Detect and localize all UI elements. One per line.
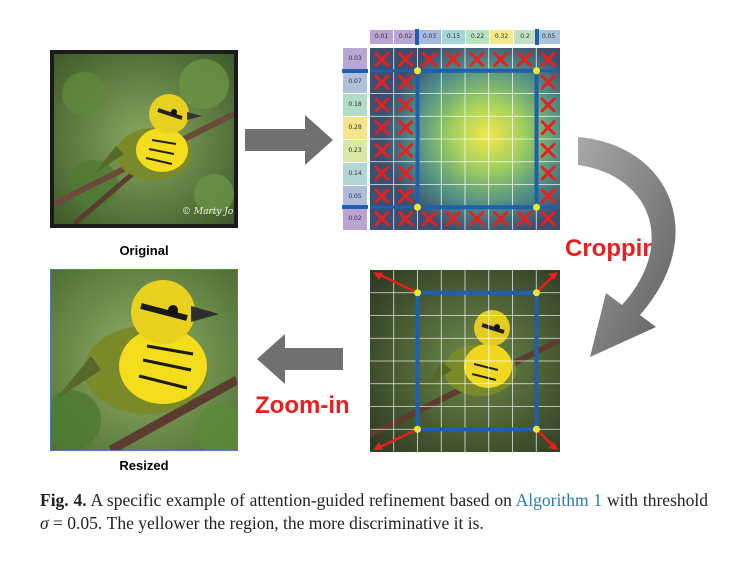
row-weight: 0.05 (343, 186, 367, 207)
x-mark (374, 211, 390, 227)
x-mark (398, 120, 414, 136)
x-mark (374, 120, 390, 136)
col-weight: 0.01 (370, 30, 393, 44)
threshold-marker (415, 29, 419, 45)
cropped-grid-image (370, 270, 560, 452)
x-mark (540, 188, 556, 204)
col-weight: 0.05 (537, 30, 560, 44)
row-weight: 0.28 (343, 117, 367, 139)
x-mark (469, 51, 485, 67)
x-mark (540, 97, 556, 113)
zoom-in-label: Zoom-in (255, 392, 350, 419)
watermark-text: © Marty Jones (182, 207, 234, 217)
x-mark (540, 142, 556, 158)
x-mark (398, 165, 414, 181)
row-weight: 0.18 (343, 94, 367, 116)
col-weight: 0.15 (442, 30, 465, 44)
threshold-marker (535, 29, 539, 45)
attention-heatmap (370, 48, 560, 230)
x-mark (398, 188, 414, 204)
x-mark (540, 74, 556, 90)
x-mark (445, 51, 461, 67)
row-weight: 0.02 (343, 208, 367, 230)
figure-number: Fig. 4. (40, 490, 87, 510)
resized-label: Resized (119, 458, 169, 473)
row-weight: 0.14 (343, 163, 367, 185)
x-mark (516, 211, 532, 227)
x-mark (493, 211, 509, 227)
x-mark (540, 165, 556, 181)
algorithm-reference-link[interactable]: Algorithm 1 (515, 490, 603, 510)
x-mark (374, 165, 390, 181)
x-mark (398, 97, 414, 113)
original-bird-image: © Marty Jones (50, 50, 238, 228)
threshold-marker (342, 205, 368, 209)
x-mark (374, 74, 390, 90)
column-weights: 0.01 0.02 0.03 0.15 0.22 0.32 0.2 0.05 (370, 29, 560, 45)
col-weight: 0.32 (490, 30, 513, 44)
x-mark (540, 120, 556, 136)
x-mark (398, 51, 414, 67)
threshold-marker (342, 69, 368, 73)
x-mark (398, 142, 414, 158)
x-mark (374, 188, 390, 204)
arrow-left-icon (257, 334, 343, 384)
x-mark (398, 74, 414, 90)
x-mark (374, 51, 390, 67)
col-weight: 0.03 (418, 30, 441, 44)
x-mark (540, 211, 556, 227)
figure-caption: Fig. 4. A specific example of attention-… (40, 489, 708, 535)
x-mark (445, 211, 461, 227)
x-mark (516, 51, 532, 67)
x-mark (421, 211, 437, 227)
x-mark (540, 51, 556, 67)
col-weight: 0.02 (394, 30, 417, 44)
x-mark (374, 97, 390, 113)
row-weight: 0.23 (343, 140, 367, 162)
x-mark (374, 142, 390, 158)
caption-text: A specific example of attention-guided r… (86, 490, 516, 510)
caption-text: . The yellower the region, the more disc… (97, 513, 484, 533)
sigma-symbol: σ (40, 513, 49, 533)
x-mark (421, 51, 437, 67)
col-weight: 0.22 (466, 30, 489, 44)
arrow-right-icon (245, 115, 333, 165)
curved-arrow-icon (578, 137, 676, 357)
row-weight: 0.07 (343, 71, 367, 93)
resized-bird-image (50, 269, 238, 451)
threshold-value: = 0.05 (48, 513, 98, 533)
original-label: Original (119, 243, 169, 258)
col-weight: 0.2 (514, 30, 536, 44)
x-mark (398, 211, 414, 227)
row-weight: 0.03 (343, 48, 367, 70)
x-mark (469, 211, 485, 227)
caption-text: with threshold (602, 490, 708, 510)
x-mark (493, 51, 509, 67)
row-weights: 0.03 0.07 0.18 0.28 0.23 0.14 0.05 0.02 (342, 48, 368, 230)
